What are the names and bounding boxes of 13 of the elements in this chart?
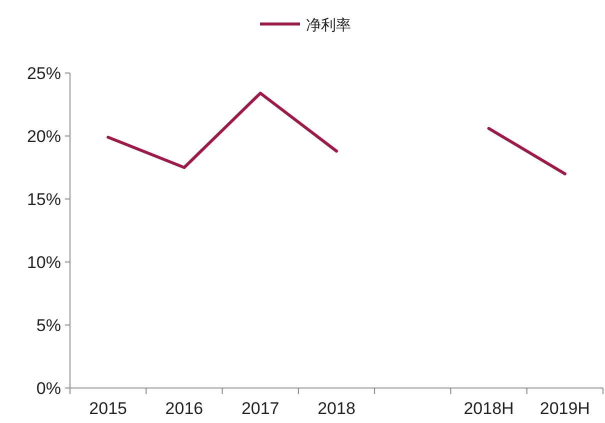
x-tick-label: 2018	[318, 399, 356, 418]
y-tick-label: 25%	[26, 64, 61, 83]
y-tick-label: 15%	[26, 190, 61, 209]
x-tick-label: 2016	[165, 399, 204, 418]
x-tick-label: 2015	[89, 399, 127, 418]
x-tick-label: 2019H	[540, 399, 590, 418]
y-tick-label: 10%	[26, 253, 61, 272]
x-tick-label: 2018H	[464, 399, 514, 418]
y-tick-label: 20%	[26, 127, 61, 146]
x-tick-label: 2017	[241, 399, 280, 418]
y-tick-label: 5%	[36, 316, 61, 335]
y-tick-label: 0%	[36, 379, 61, 398]
legend-label: 净利率	[306, 17, 351, 34]
